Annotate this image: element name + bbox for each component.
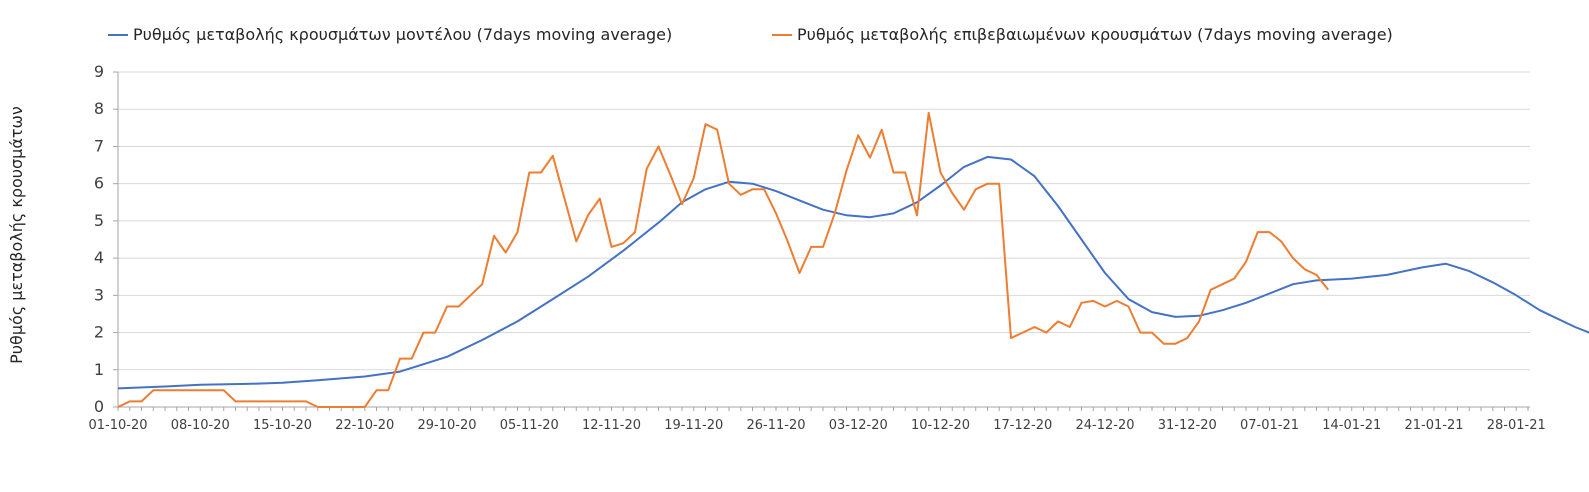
x-tick-label: 31-12-20 <box>1158 418 1217 433</box>
y-tick-label: 2 <box>94 323 104 342</box>
y-tick-label: 1 <box>94 360 104 379</box>
y-tick-label: 9 <box>94 62 104 81</box>
x-tick-label: 26-11-20 <box>746 418 805 433</box>
x-tick-label: 14-01-21 <box>1322 418 1381 433</box>
x-tick-label: 17-12-20 <box>993 418 1052 433</box>
legend-label-model: Ρυθμός μεταβολής κρουσμάτων μοντέλου (7d… <box>133 25 672 44</box>
y-tick-label: 5 <box>94 211 104 230</box>
series-lines <box>117 111 1589 408</box>
x-tick-label: 12-11-20 <box>582 418 641 433</box>
x-tick-label: 21-01-21 <box>1404 418 1463 433</box>
x-tick-label: 05-11-20 <box>500 418 559 433</box>
y-tick-label: 0 <box>94 397 104 416</box>
axes <box>113 71 1530 411</box>
x-tick-labels: 01-10-20 08-10-20 15-10-20 22-10-20 29-10-20… <box>88 418 1545 433</box>
y-tick-label: 4 <box>94 248 104 267</box>
y-tick-label: 6 <box>94 174 104 193</box>
y-tick-label: 7 <box>94 136 104 155</box>
y-tick-label: 8 <box>94 99 104 118</box>
y-tick-labels: 0 1 2 3 4 5 6 7 8 9 <box>94 62 104 416</box>
series-line-model <box>117 155 1589 390</box>
x-tick-label: 07-01-21 <box>1240 418 1299 433</box>
x-tick-label: 22-10-20 <box>335 418 394 433</box>
chart-legend: Ρυθμός μεταβολής κρουσμάτων μοντέλου (7d… <box>108 25 1393 44</box>
legend-label-confirmed: Ρυθμός μεταβολής επιβεβαιωμένων κρουσμάτ… <box>797 25 1393 44</box>
x-tick-label: 08-10-20 <box>171 418 230 433</box>
y-tick-label: 3 <box>94 285 104 304</box>
series-line-confirmed <box>117 111 1329 408</box>
x-tick-label: 19-11-20 <box>664 418 723 433</box>
x-tick-label: 03-12-20 <box>829 418 888 433</box>
x-tick-label: 28-01-21 <box>1487 418 1546 433</box>
x-tick-label: 29-10-20 <box>417 418 476 433</box>
x-tick-label: 24-12-20 <box>1075 418 1134 433</box>
x-tick-label: 15-10-20 <box>253 418 312 433</box>
x-tick-label: 10-12-20 <box>911 418 970 433</box>
gridlines <box>118 71 1530 371</box>
y-axis-label: Ρυθμός μεταβολής κρουσμάτων <box>7 106 26 364</box>
x-tick-label: 01-10-20 <box>88 418 147 433</box>
